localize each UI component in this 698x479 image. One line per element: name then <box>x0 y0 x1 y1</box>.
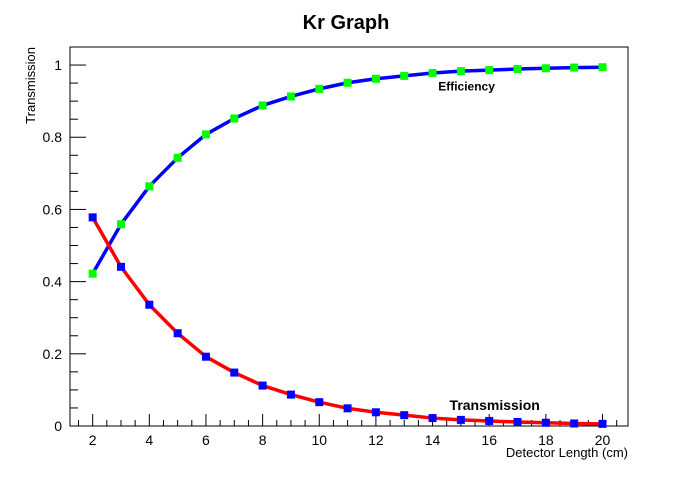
series-0-point <box>598 63 607 72</box>
x-tick-label: 12 <box>368 432 384 448</box>
annotation-layer: Efficiency Transmission <box>438 79 540 412</box>
series-1-point <box>485 416 494 425</box>
x-tick-label: 18 <box>538 432 554 448</box>
y-tick-label: 1 <box>54 57 62 73</box>
series-layer <box>88 63 607 428</box>
x-tick-label: 6 <box>202 432 210 448</box>
series-1-point <box>286 390 295 399</box>
series-1-point <box>371 408 380 417</box>
series-0-point <box>201 130 210 139</box>
series-0-point <box>485 66 494 75</box>
series-1-point <box>258 381 267 390</box>
series-1-point <box>513 418 522 427</box>
y-axis: 0 0.2 0.4 0.6 0.8 1 <box>43 57 86 434</box>
series-0-point <box>315 84 324 93</box>
series-1-point <box>428 414 437 423</box>
series-1-point <box>400 411 409 420</box>
series-1-point <box>201 352 210 361</box>
series-1-point <box>145 300 154 309</box>
series-0-point <box>456 67 465 76</box>
series-1-point <box>173 329 182 338</box>
series-0-point <box>173 153 182 162</box>
series-0-point <box>343 78 352 87</box>
y-tick-label: 0.2 <box>43 346 63 362</box>
y-tick-label: 0 <box>54 418 62 434</box>
series-1-point <box>88 213 97 222</box>
series-1-point <box>230 368 239 377</box>
x-tick-label: 4 <box>145 432 153 448</box>
y-tick-label: 0.6 <box>43 201 63 217</box>
series-1-point <box>343 404 352 413</box>
series-1-point <box>315 398 324 407</box>
annotation-label: Transmission <box>450 397 540 413</box>
x-tick-label: 2 <box>89 432 97 448</box>
plot-frame <box>69 46 629 427</box>
series-0-point <box>541 64 550 73</box>
y-tick-label: 0.8 <box>43 129 63 145</box>
series-0-point <box>258 101 267 110</box>
series-0-point <box>513 65 522 74</box>
x-tick-label: 20 <box>595 432 611 448</box>
series-0-point <box>88 269 97 278</box>
series-0-point <box>230 114 239 123</box>
series-1-point <box>116 262 125 271</box>
series-0-point <box>400 71 409 80</box>
y-tick-label: 0.4 <box>43 274 63 290</box>
series-0-point <box>570 63 579 72</box>
series-0-point <box>286 92 295 101</box>
x-tick-label: 8 <box>259 432 267 448</box>
series-1-point <box>541 418 550 427</box>
series-0-point <box>371 74 380 83</box>
x-tick-label: 16 <box>481 432 497 448</box>
series-0-point <box>145 182 154 191</box>
x-axis-label: Detector Length (cm) <box>506 445 628 460</box>
series-0-point <box>116 220 125 229</box>
series-1-point <box>570 419 579 428</box>
x-tick-label: 10 <box>311 432 327 448</box>
annotation-label: Efficiency <box>438 79 495 93</box>
y-axis-label: Transmission <box>23 47 38 124</box>
series-0-point <box>428 68 437 77</box>
series-1-point <box>456 415 465 424</box>
chart-title: Kr Graph <box>303 12 390 34</box>
series-1-point <box>598 419 607 428</box>
x-tick-label: 14 <box>425 432 441 448</box>
